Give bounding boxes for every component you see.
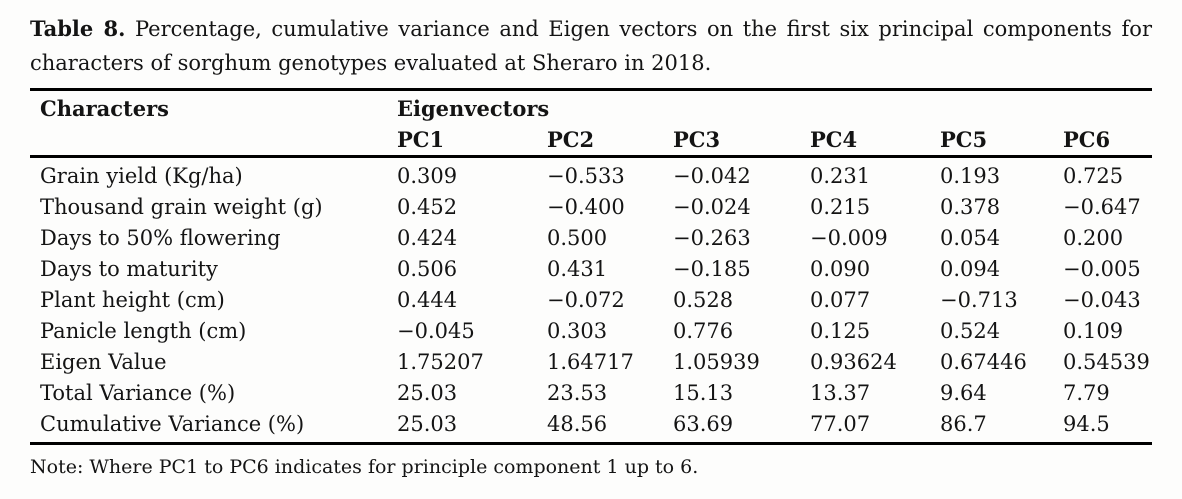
table-row-grain-yield: Grain yield (Kg/ha) 0.309 −0.533 −0.042 … — [30, 157, 1152, 193]
cell-value: 0.200 — [1063, 226, 1124, 250]
cell-value: 0.524 — [940, 319, 1001, 343]
cell-value: −0.005 — [1063, 257, 1141, 281]
cell-value: −0.400 — [547, 195, 625, 219]
table-footnote: Note: Where PC1 to PC6 indicates for pri… — [30, 456, 699, 478]
table-row-panicle-length: Panicle length (cm) −0.045 0.303 0.776 0… — [30, 316, 1152, 347]
cell-value: 0.303 — [547, 319, 608, 343]
cell-value: 0.528 — [673, 288, 734, 312]
cell-value: 0.452 — [397, 195, 458, 219]
cell-value: −0.024 — [673, 195, 751, 219]
cell-value: −0.263 — [673, 226, 751, 250]
cell-value: 0.54539 — [1063, 350, 1150, 374]
cell-value: 0.378 — [940, 195, 1001, 219]
caption-table-number: Table 8. — [30, 16, 126, 41]
cell-value: 94.5 — [1063, 409, 1152, 445]
column-group-eigenvectors: Eigenvectors — [397, 96, 550, 121]
cell-value: −0.533 — [547, 164, 625, 188]
cell-value: 0.077 — [810, 288, 871, 312]
cell-value: 0.725 — [1063, 164, 1124, 188]
cell-value: −0.045 — [397, 319, 475, 343]
caption-text-line1: Percentage, cumulative variance and Eige… — [134, 17, 1152, 41]
cell-value: 25.03 — [397, 381, 458, 405]
cell-value: −0.647 — [1063, 195, 1141, 219]
table-row-plant-height: Plant height (cm) 0.444 −0.072 0.528 0.0… — [30, 285, 1152, 316]
cell-value: −0.043 — [1063, 288, 1141, 312]
column-header-pc6: PC6 — [1063, 125, 1152, 158]
cell-value: 9.64 — [940, 381, 987, 405]
cell-value: −0.042 — [673, 164, 751, 188]
column-header-pc4: PC4 — [810, 125, 940, 158]
cell-value: 0.125 — [810, 319, 871, 343]
cell-value: 0.67446 — [940, 350, 1027, 374]
cell-value: 13.37 — [810, 381, 871, 405]
column-header-pc5: PC5 — [940, 125, 1063, 158]
row-label: Panicle length (cm) — [40, 319, 247, 343]
table-row-days-to-maturity: Days to maturity 0.506 0.431 −0.185 0.09… — [30, 254, 1152, 285]
row-label: Plant height (cm) — [40, 288, 225, 312]
cell-value: 1.05939 — [673, 350, 760, 374]
cell-value: 0.500 — [547, 226, 608, 250]
cell-value: 25.03 — [397, 409, 547, 445]
cell-value: 63.69 — [673, 409, 810, 445]
table-caption: Table 8. Percentage, cumulative variance… — [30, 12, 1152, 80]
cell-value: 0.424 — [397, 226, 458, 250]
column-header-characters: Characters — [30, 89, 397, 158]
cell-value: 77.07 — [810, 409, 940, 445]
cell-value: 1.64717 — [547, 350, 634, 374]
row-label: Thousand grain weight (g) — [40, 195, 323, 219]
row-label: Days to maturity — [40, 257, 218, 281]
cell-value: 0.776 — [673, 319, 734, 343]
cell-value: 0.506 — [397, 257, 458, 281]
cell-value: −0.009 — [810, 226, 888, 250]
caption-line-1: Table 8. Percentage, cumulative variance… — [30, 12, 1152, 46]
column-header-pc1: PC1 — [397, 125, 547, 158]
caption-text-line2: characters of sorghum genotypes evaluate… — [30, 51, 712, 75]
cell-value: 0.93624 — [810, 350, 897, 374]
table-row-eigen-value: Eigen Value 1.75207 1.64717 1.05939 0.93… — [30, 347, 1152, 378]
cell-value: 23.53 — [547, 381, 608, 405]
eigenvectors-table: Characters Eigenvectors PC1 PC2 PC3 PC4 … — [30, 88, 1152, 445]
cell-value: 0.094 — [940, 257, 1001, 281]
header-group-row: Characters Eigenvectors — [30, 89, 1152, 158]
cell-value: −0.072 — [547, 288, 625, 312]
row-label: Days to 50% flowering — [40, 226, 281, 250]
table-row-days-to-50-flowering: Days to 50% flowering 0.424 0.500 −0.263… — [30, 223, 1152, 254]
cell-value: 86.7 — [940, 409, 1063, 445]
cell-value: −0.713 — [940, 288, 1018, 312]
table-row-thousand-grain-weight: Thousand grain weight (g) 0.452 −0.400 −… — [30, 192, 1152, 223]
cell-value: 0.193 — [940, 164, 1001, 188]
cell-value: 0.215 — [810, 195, 871, 219]
row-label: Eigen Value — [40, 350, 167, 374]
cell-value: 0.444 — [397, 288, 458, 312]
column-header-pc2: PC2 — [547, 125, 673, 158]
caption-line-2: characters of sorghum genotypes evaluate… — [30, 46, 1152, 80]
cell-value: −0.185 — [673, 257, 751, 281]
table-row-total-variance: Total Variance (%) 25.03 23.53 15.13 13.… — [30, 378, 1152, 409]
header-pc-row: PC1 PC2 PC3 PC4 PC5 PC6 — [30, 125, 1152, 158]
cell-value: 7.79 — [1063, 381, 1110, 405]
cell-value: 0.309 — [397, 164, 458, 188]
cell-value: 0.231 — [810, 164, 871, 188]
cell-value: 1.75207 — [397, 350, 484, 374]
row-label: Grain yield (Kg/ha) — [40, 164, 243, 188]
cell-value: 0.090 — [810, 257, 871, 281]
cell-value: 0.054 — [940, 226, 1001, 250]
cell-value: 15.13 — [673, 381, 734, 405]
cell-value: 0.109 — [1063, 319, 1124, 343]
row-label: Cumulative Variance (%) — [30, 409, 397, 445]
cell-value: 48.56 — [547, 409, 673, 445]
row-label: Total Variance (%) — [40, 381, 236, 405]
column-header-pc3: PC3 — [673, 125, 810, 158]
cell-value: 0.431 — [547, 257, 608, 281]
table-row-cumulative-variance: Cumulative Variance (%) 25.03 48.56 63.6… — [30, 409, 1152, 445]
